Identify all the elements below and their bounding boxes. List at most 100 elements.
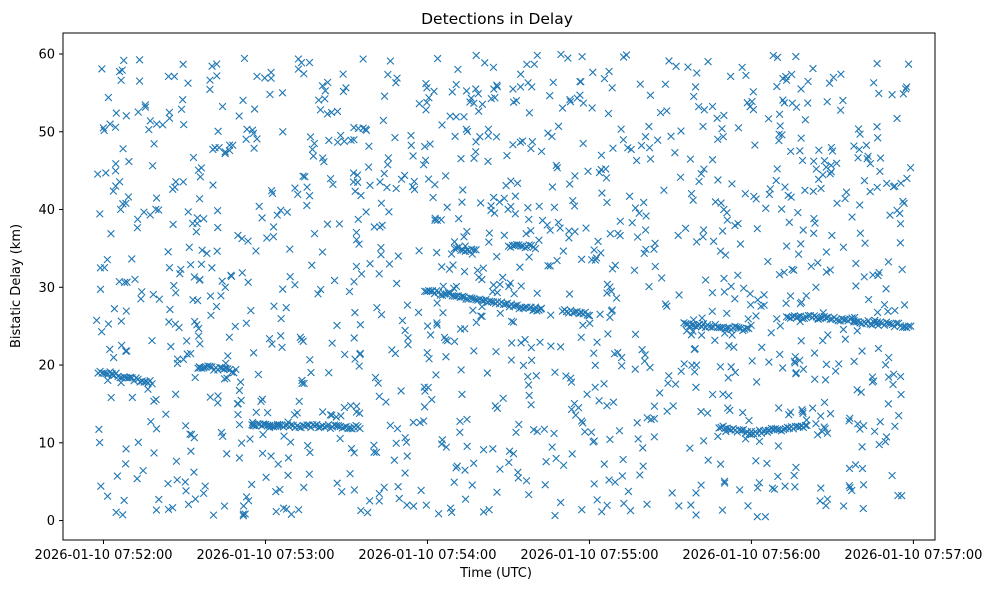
data-point [485,505,493,514]
data-point [773,82,781,91]
x-axis-label: Time (UTC) [459,566,532,581]
data-point [794,208,802,217]
data-point [664,371,673,380]
data-point [487,297,496,306]
data-point [457,366,465,374]
data-point [633,233,642,241]
data-point [859,481,868,489]
data-point [827,161,835,170]
data-point [333,107,342,116]
data-point [589,68,597,77]
data-point [492,252,501,261]
data-point [432,371,440,379]
data-point [213,72,221,80]
data-point [221,283,230,292]
data-point [314,96,323,104]
data-point [527,400,535,409]
data-point [818,336,827,345]
data-point [751,141,759,149]
data-point [831,367,840,375]
data-point [480,59,489,67]
data-point [869,271,877,279]
data-point [352,262,361,271]
data-point [470,347,478,355]
data-point [314,423,323,432]
data-point [362,126,371,135]
data-point [394,252,403,260]
data-point [535,236,543,245]
data-point [393,74,401,82]
data-point [760,291,768,299]
data-point [816,497,824,505]
data-point [807,262,815,271]
data-point [577,505,586,514]
data-point [889,380,897,389]
data-point [525,109,534,117]
data-point [880,300,889,309]
data-point [657,274,666,282]
data-point [897,179,905,188]
data-point [489,444,497,453]
data-point [583,311,592,319]
data-point [307,261,316,269]
data-point [549,78,558,87]
data-point [544,262,552,270]
data-point [524,381,533,389]
data-point [158,121,167,129]
data-point [708,390,717,399]
data-point [578,52,586,61]
data-point [530,60,539,69]
data-point [861,239,869,247]
data-point [380,169,389,178]
data-point [463,246,472,255]
data-point [591,383,599,392]
data-point [235,454,244,462]
data-point [606,229,615,238]
data-point [433,319,441,327]
data-point [467,94,475,102]
data-point [340,137,349,146]
data-point [791,359,799,367]
data-point [237,396,245,405]
data-point [284,454,293,462]
data-point [739,326,747,335]
data-point [362,208,370,216]
data-point [433,321,441,329]
data-point [425,354,433,363]
data-point [493,82,502,91]
data-point [446,112,454,120]
data-point [687,331,696,339]
data-point [252,408,261,417]
data-point [258,449,267,458]
data-point [339,70,347,78]
data-point [625,192,634,201]
data-point [786,292,795,300]
data-point [484,157,492,166]
data-point [380,483,388,492]
data-point [642,212,650,220]
data-point [820,398,829,407]
data-point [906,322,915,331]
data-point [690,368,699,376]
data-point [532,371,541,380]
data-point [184,500,193,509]
data-point [500,231,509,240]
data-point [858,442,866,451]
data-point [605,476,613,484]
data-point [490,209,499,217]
data-point [796,240,805,248]
data-point [817,484,825,492]
data-point [250,105,259,113]
data-point [200,364,208,372]
data-point [97,327,106,336]
data-point [814,315,823,324]
data-point [550,203,559,212]
data-point [384,70,392,79]
data-point [671,380,680,388]
data-point [225,146,234,155]
data-point [855,201,864,209]
data-point [116,205,125,214]
data-point [845,417,853,425]
data-point [677,367,685,376]
data-point [898,265,906,274]
